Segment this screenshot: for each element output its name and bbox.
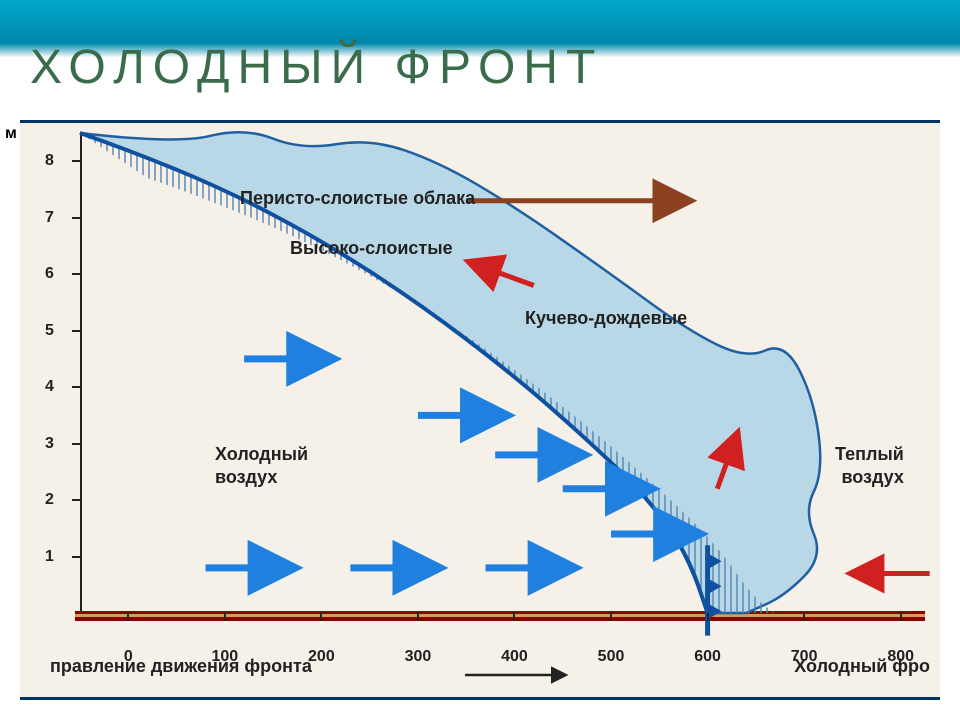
direction-arrow-icon (460, 665, 580, 685)
warm-air-text: Теплыйвоздух (835, 444, 904, 487)
x-tick: 500 (598, 648, 625, 666)
y-tick-mark (72, 499, 80, 501)
x-tick-mark (707, 613, 709, 621)
y-tick-mark (72, 556, 80, 558)
y-tick-mark (72, 330, 80, 332)
y-tick: 3 (45, 435, 54, 453)
x-tick-mark (803, 613, 805, 621)
y-tick: 1 (45, 548, 54, 566)
slide-title: ХОЛОДНЫЙ ФРОНТ (30, 40, 603, 95)
direction-label: правление движения фронта (50, 656, 312, 677)
y-tick-mark (72, 273, 80, 275)
y-tick: 6 (45, 265, 54, 283)
x-tick-mark (610, 613, 612, 621)
x-tick: 200 (308, 648, 335, 666)
x-tick-mark (224, 613, 226, 621)
y-axis-unit: м (5, 125, 17, 143)
y-tick: 5 (45, 322, 54, 340)
y-tick: 4 (45, 378, 54, 396)
cold-air-text: Холодныйвоздух (215, 444, 308, 487)
y-tick: 7 (45, 209, 54, 227)
y-tick-mark (72, 217, 80, 219)
direction-text: правление движения фронта (50, 656, 312, 676)
diagram-svg (80, 133, 920, 613)
x-tick-mark (127, 613, 129, 621)
y-tick-mark (72, 386, 80, 388)
x-tick-mark (320, 613, 322, 621)
plot-area: м 12345678 0100200300400500600700800 (80, 133, 920, 613)
x-tick-mark (900, 613, 902, 621)
label-cirrostratus: Перисто-слоистые облака (240, 188, 475, 209)
x-tick: 400 (501, 648, 528, 666)
cold-front-text: Холодный фро (794, 656, 930, 676)
label-cumulonimbus: Кучево-дождевые (525, 308, 687, 329)
label-warm-air: Теплыйвоздух (835, 443, 904, 490)
cold-front-label: Холодный фро (794, 656, 930, 677)
label-cold-air: Холодныйвоздух (215, 443, 308, 490)
x-tick-mark (513, 613, 515, 621)
y-tick-mark (72, 160, 80, 162)
y-tick: 8 (45, 152, 54, 170)
x-tick-mark (417, 613, 419, 621)
y-tick: 2 (45, 491, 54, 509)
y-tick-mark (72, 443, 80, 445)
label-altostratus: Высоко-слоистые (290, 238, 453, 259)
x-tick: 300 (405, 648, 432, 666)
x-tick: 600 (694, 648, 721, 666)
chart-container: м 12345678 0100200300400500600700800 (20, 120, 940, 700)
